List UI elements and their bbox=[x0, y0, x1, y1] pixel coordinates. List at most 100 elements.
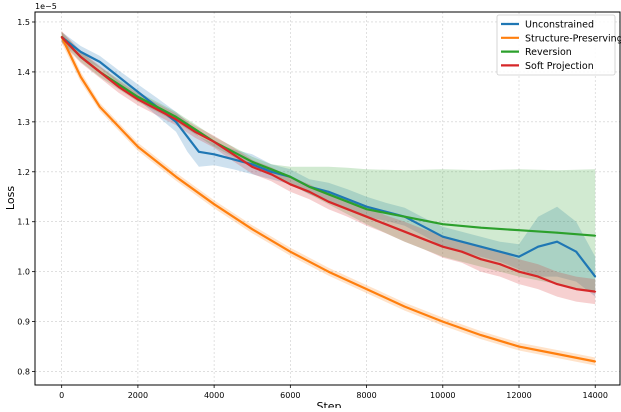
y-tick-label: 1.3 bbox=[17, 118, 30, 127]
point-soft-projection bbox=[213, 140, 216, 143]
point-soft-projection bbox=[460, 250, 463, 253]
point-reversion bbox=[556, 231, 558, 234]
tick-layer: 0 2000 4000 6000 8000 10000 12000 14000 0.8 0.9 1.… bbox=[17, 18, 608, 400]
point-unconstrained bbox=[98, 61, 101, 63]
point-unconstrained bbox=[270, 170, 273, 173]
point-reversion bbox=[251, 160, 254, 163]
point-reversion bbox=[594, 234, 597, 237]
point-structure-preserving bbox=[289, 250, 292, 253]
x-tick-label: 6000 bbox=[280, 391, 300, 400]
point-soft-projection bbox=[194, 130, 197, 133]
point-structure-preserving bbox=[556, 353, 558, 355]
point-unconstrained bbox=[441, 235, 444, 238]
point-unconstrained bbox=[594, 275, 597, 278]
point-structure-preserving bbox=[98, 106, 101, 108]
point-soft-projection bbox=[480, 258, 482, 261]
x-tick-label: 10000 bbox=[430, 391, 455, 400]
point-soft-projection bbox=[289, 183, 292, 186]
point-soft-projection bbox=[79, 56, 82, 58]
point-soft-projection bbox=[403, 230, 406, 233]
legend-box bbox=[496, 14, 616, 76]
grid-layer bbox=[35, 12, 620, 385]
point-unconstrained bbox=[346, 198, 349, 201]
point-reversion bbox=[346, 200, 349, 203]
y-axis-label: Loss bbox=[4, 186, 17, 210]
point-structure-preserving bbox=[79, 76, 82, 78]
point-soft-projection bbox=[308, 190, 311, 193]
point-reversion bbox=[137, 96, 139, 98]
legend-label-soft-projection: Soft Projection bbox=[525, 61, 594, 72]
point-soft-projection bbox=[98, 71, 101, 73]
point-unconstrained bbox=[232, 158, 235, 161]
point-reversion bbox=[480, 226, 482, 229]
plot-frame bbox=[34, 11, 621, 386]
x-tick-label: 8000 bbox=[356, 391, 376, 400]
point-unconstrained bbox=[575, 250, 578, 253]
point-structure-preserving bbox=[441, 320, 444, 323]
point-soft-projection bbox=[537, 275, 539, 278]
point-unconstrained bbox=[186, 135, 189, 138]
point-structure-preserving bbox=[594, 360, 597, 363]
y-tick-label: 1.1 bbox=[17, 218, 30, 227]
point-unconstrained bbox=[499, 250, 501, 253]
x-axis-label: Step bbox=[316, 400, 341, 408]
point-soft-projection bbox=[594, 290, 597, 293]
y-tick-label: 1.4 bbox=[17, 68, 30, 77]
legend-label-reversion: Reversion bbox=[525, 47, 572, 58]
point-structure-preserving bbox=[518, 345, 520, 348]
point-soft-projection bbox=[384, 223, 387, 226]
x-tick-label: 4000 bbox=[204, 391, 224, 400]
point-soft-projection bbox=[137, 98, 139, 101]
legend-label-unconstrained: Unconstrained bbox=[525, 20, 594, 31]
x-tick-label: 14000 bbox=[583, 391, 608, 400]
band-soft-projection bbox=[61, 31, 596, 305]
point-soft-projection bbox=[60, 36, 63, 38]
point-soft-projection bbox=[270, 173, 273, 176]
point-unconstrained bbox=[79, 51, 82, 53]
point-soft-projection bbox=[556, 283, 558, 285]
point-reversion bbox=[232, 150, 235, 153]
point-soft-projection bbox=[441, 245, 444, 248]
point-soft-projection bbox=[175, 118, 177, 121]
y-tick-label: 1.0 bbox=[17, 268, 30, 277]
point-reversion bbox=[327, 193, 330, 196]
point-unconstrained bbox=[556, 240, 558, 243]
x-tick-label: 2000 bbox=[128, 391, 148, 400]
point-unconstrained bbox=[327, 190, 330, 193]
point-unconstrained bbox=[518, 255, 520, 258]
legend-label-structure-preserving: Structure-Preserving bbox=[525, 33, 621, 44]
point-soft-projection bbox=[575, 288, 578, 290]
x-tick-label: 12000 bbox=[506, 391, 531, 400]
point-unconstrained bbox=[365, 205, 368, 208]
point-soft-projection bbox=[346, 208, 349, 211]
point-structure-preserving bbox=[365, 288, 368, 290]
point-soft-projection bbox=[232, 153, 235, 156]
point-unconstrained bbox=[137, 91, 139, 93]
point-unconstrained bbox=[480, 245, 482, 248]
point-reversion bbox=[270, 168, 273, 171]
point-unconstrained bbox=[117, 76, 120, 78]
point-structure-preserving bbox=[327, 270, 330, 273]
point-reversion bbox=[117, 83, 120, 86]
point-reversion bbox=[289, 175, 292, 178]
point-soft-projection bbox=[117, 86, 120, 88]
y-offset-label: 1e−5 bbox=[35, 2, 57, 11]
point-unconstrained bbox=[422, 225, 425, 228]
point-reversion bbox=[194, 128, 197, 131]
x-tick-label: 0 bbox=[59, 391, 64, 400]
point-reversion bbox=[518, 229, 520, 232]
point-unconstrained bbox=[537, 245, 539, 248]
legend: Unconstrained Structure-Preserving Reversi… bbox=[496, 14, 621, 76]
y-tick-label: 1.2 bbox=[17, 168, 30, 177]
point-soft-projection bbox=[499, 263, 501, 266]
point-structure-preserving bbox=[480, 334, 482, 336]
point-structure-preserving bbox=[213, 203, 216, 206]
y-tick-label: 0.9 bbox=[17, 318, 30, 327]
point-reversion bbox=[156, 106, 158, 108]
point-soft-projection bbox=[518, 270, 520, 273]
point-structure-preserving bbox=[117, 125, 120, 128]
point-structure-preserving bbox=[137, 145, 139, 148]
point-structure-preserving bbox=[175, 175, 177, 178]
point-reversion bbox=[175, 116, 177, 118]
